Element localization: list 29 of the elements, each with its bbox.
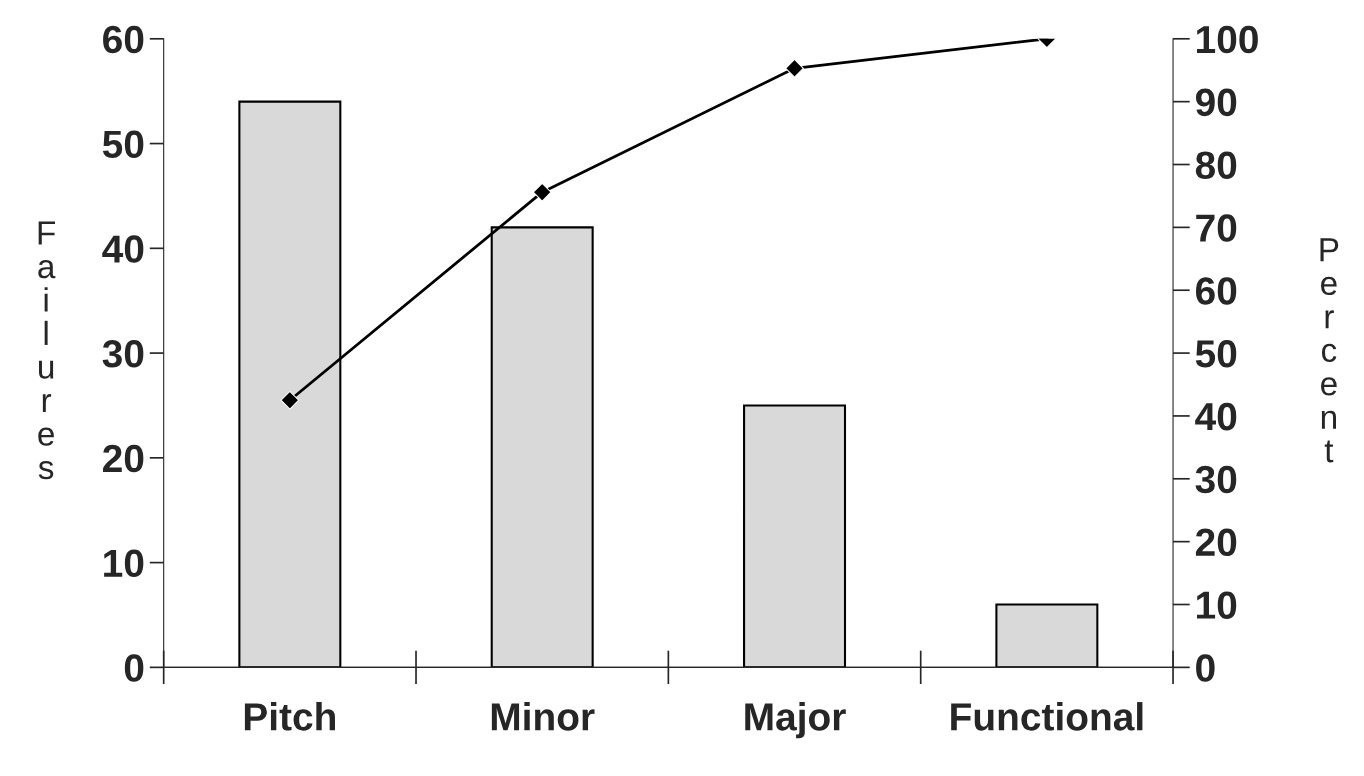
bar xyxy=(743,404,847,668)
y2-axis-title: Percent xyxy=(1320,238,1339,463)
y-tick-label: 0 xyxy=(124,654,144,682)
x-tick-label: Pitch xyxy=(244,702,335,731)
point xyxy=(280,390,300,410)
y2-tick-label: 60 xyxy=(1195,277,1237,305)
y-tick-label: 60 xyxy=(103,25,144,54)
y2-tick-label: 50 xyxy=(1195,340,1237,368)
point xyxy=(785,58,804,78)
bar xyxy=(995,603,1099,668)
y-tick-label: 40 xyxy=(102,235,144,263)
y-tick-label: 30 xyxy=(102,340,144,368)
y2-tick-label: 70 xyxy=(1196,214,1237,242)
y2-tick-label: 10 xyxy=(1197,591,1237,619)
y2-tick-label: 20 xyxy=(1195,528,1237,557)
y2-tick-label: 30 xyxy=(1195,465,1237,494)
y-tick-label: 50 xyxy=(102,130,144,159)
y2-tick-label: 90 xyxy=(1195,88,1237,117)
y2-tick-label: 100 xyxy=(1197,25,1258,54)
y-tick-label: 20 xyxy=(103,444,144,473)
y2-tick-label: 80 xyxy=(1195,151,1237,179)
point xyxy=(532,182,552,202)
x-tick-label: Major xyxy=(745,702,846,739)
y-axis-title: Failures xyxy=(38,221,56,480)
y2-tick-label: 0 xyxy=(1196,654,1215,682)
x-tick-label: Functional xyxy=(951,702,1143,731)
x-tick-label: Minor xyxy=(491,702,595,731)
y2-tick-label: 40 xyxy=(1195,402,1237,431)
y-tick-label: 10 xyxy=(104,549,144,578)
